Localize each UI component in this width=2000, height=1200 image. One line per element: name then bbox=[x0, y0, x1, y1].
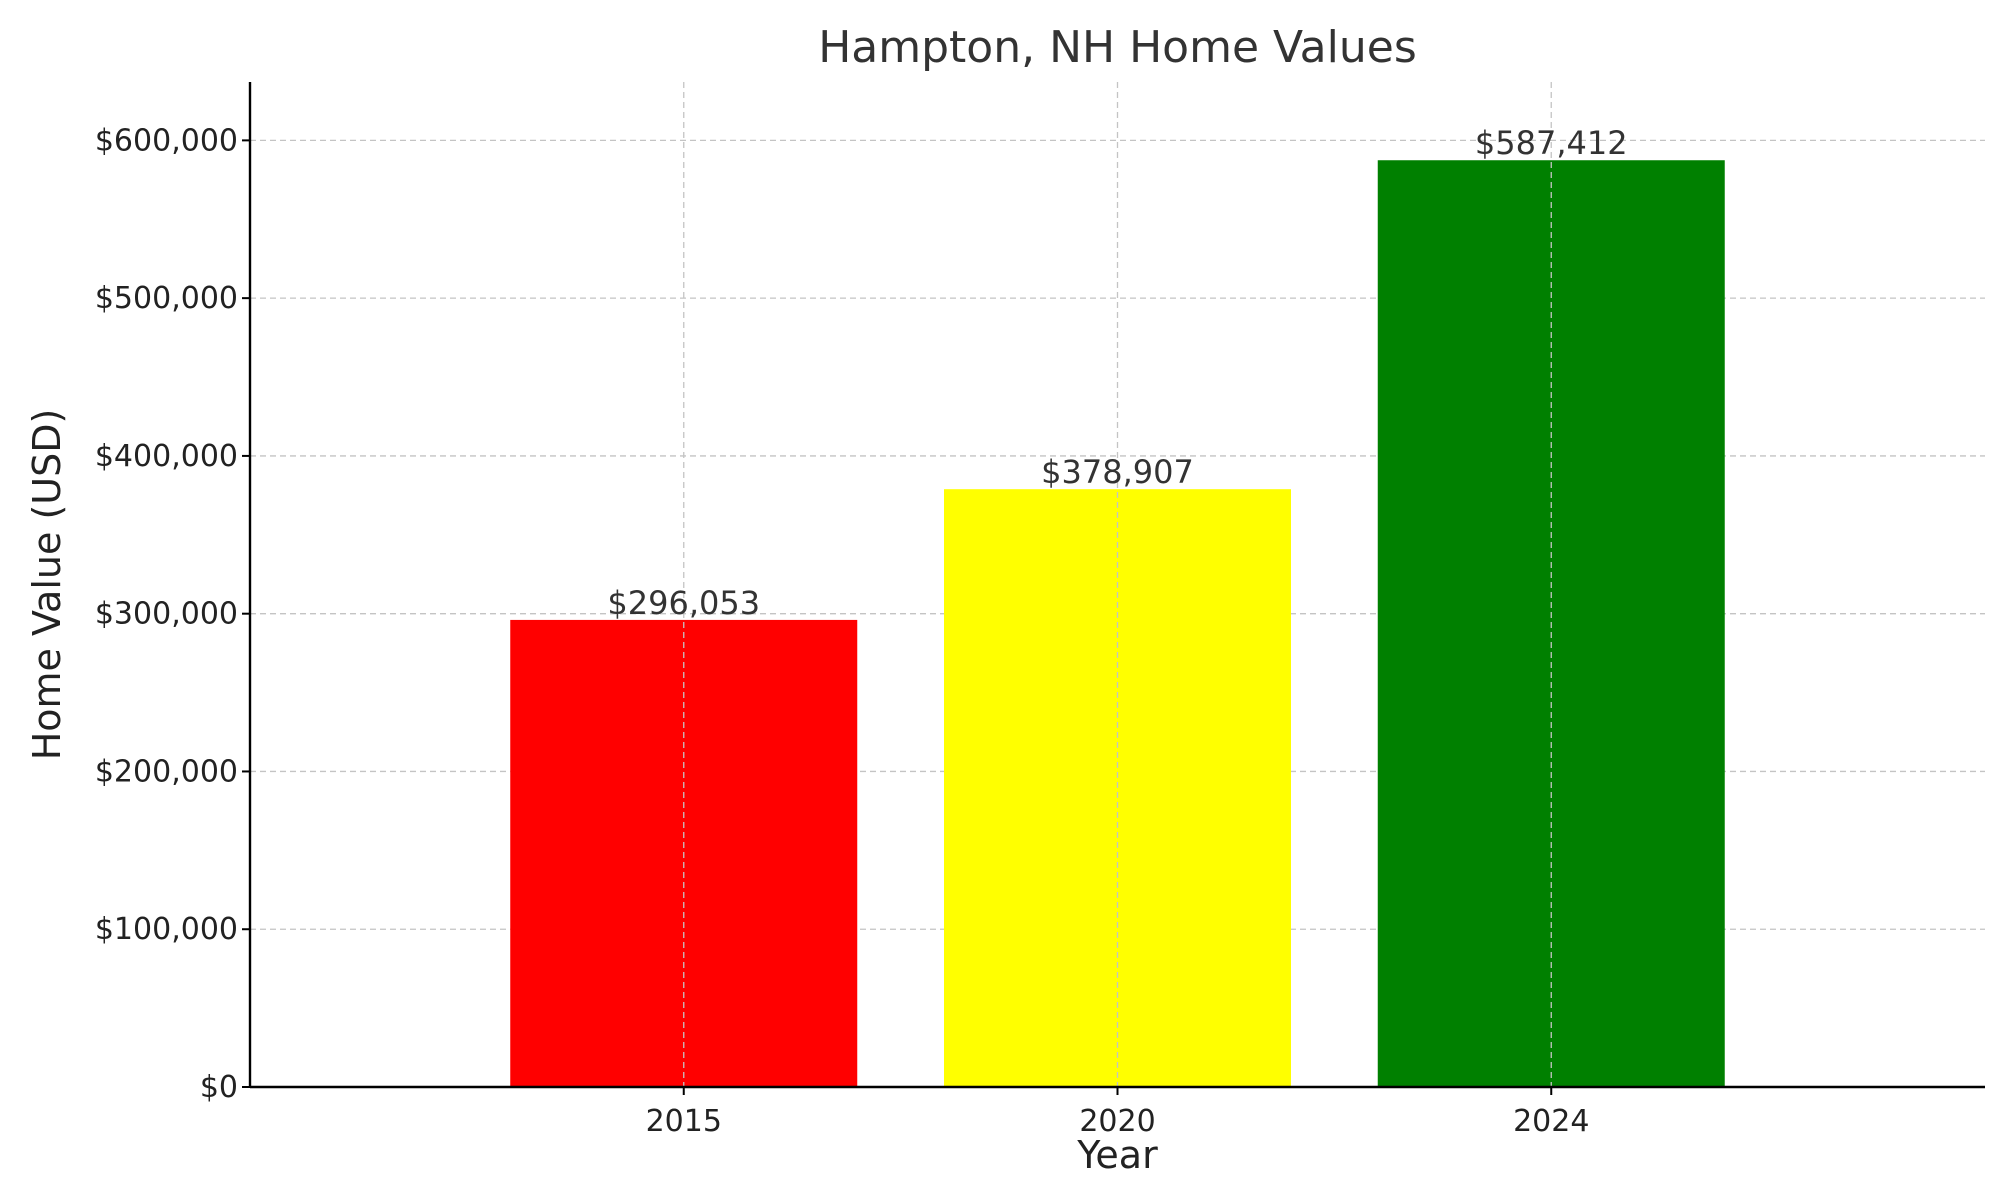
x-axis-title: Year bbox=[1076, 1133, 1158, 1177]
y-tick-label: $100,000 bbox=[95, 912, 238, 947]
data-labels: $296,053 $378,907 $587,412 bbox=[607, 124, 1627, 622]
y-tick-label: $200,000 bbox=[95, 754, 238, 789]
axes: $0 $100,000 $200,000 $300,000 $400,000 $500,0… bbox=[95, 82, 1985, 1139]
data-label: $378,907 bbox=[1041, 453, 1194, 491]
x-tick-label: 2020 bbox=[1079, 1104, 1155, 1139]
data-label: $296,053 bbox=[607, 584, 760, 622]
vertical-gridlines bbox=[683, 82, 1552, 1087]
y-tick-label: $300,000 bbox=[95, 597, 238, 632]
y-tick-label: $400,000 bbox=[95, 439, 238, 474]
chart-title: Hampton, NH Home Values bbox=[818, 22, 1417, 73]
x-tick-label: 2015 bbox=[646, 1104, 722, 1139]
y-tick-label: $600,000 bbox=[95, 123, 238, 158]
y-axis-title: Home Value (USD) bbox=[25, 409, 69, 761]
x-tick-label: 2024 bbox=[1513, 1104, 1589, 1139]
y-tick-label: $0 bbox=[200, 1070, 238, 1105]
y-tick-label: $500,000 bbox=[95, 281, 238, 316]
data-label: $587,412 bbox=[1475, 124, 1628, 162]
